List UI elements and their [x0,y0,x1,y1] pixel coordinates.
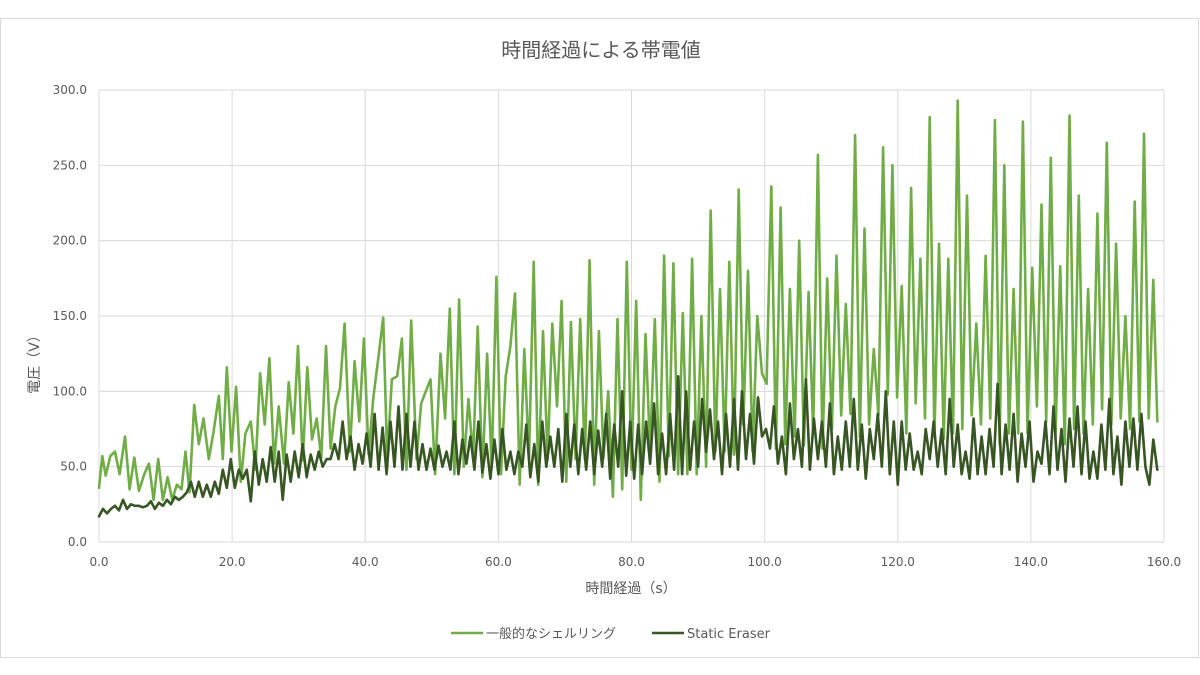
y-tick-label: 0.0 [68,535,87,549]
x-tick-label: 100.0 [747,555,781,569]
chart-title: 時間経過による帯電値 [501,38,700,62]
x-tick-label: 0.0 [89,555,108,569]
x-tick-label: 20.0 [219,555,246,569]
series-line-2 [97,375,1159,518]
legend: 一般的なシェルリング Static Eraser [451,626,771,642]
line-chart: 時間経過による帯電値 0.0 50.0 100.0 150.0 200.0 250.0 30… [27,38,1182,642]
x-tick-label: 160.0 [1147,555,1181,569]
series-lines [97,99,1159,518]
y-tick-label: 50.0 [60,460,87,474]
axes: 0.0 50.0 100.0 150.0 200.0 250.0 300.0 0.0 20.0 4… [53,83,1182,569]
y-tick-label: 250.0 [53,158,87,172]
x-tick-label: 120.0 [881,555,915,569]
legend-label-1: 一般的なシェルリング [486,626,616,642]
y-tick-label: 100.0 [53,384,87,398]
y-tick-label: 200.0 [53,234,87,248]
series-line-1 [97,99,1159,502]
y-axis-label: 電圧（V） [27,328,43,394]
x-axis-label: 時間経過（s） [585,581,676,597]
x-tick-label: 40.0 [352,555,379,569]
y-tick-label: 150.0 [53,309,87,323]
chart-frame: 時間経過による帯電値 0.0 50.0 100.0 150.0 200.0 250.0 30… [0,18,1199,658]
x-tick-label: 140.0 [1014,555,1048,569]
x-tick-label: 60.0 [485,555,512,569]
legend-label-2: Static Eraser [687,627,771,642]
y-tick-label: 300.0 [53,83,87,97]
x-tick-label: 80.0 [618,555,645,569]
